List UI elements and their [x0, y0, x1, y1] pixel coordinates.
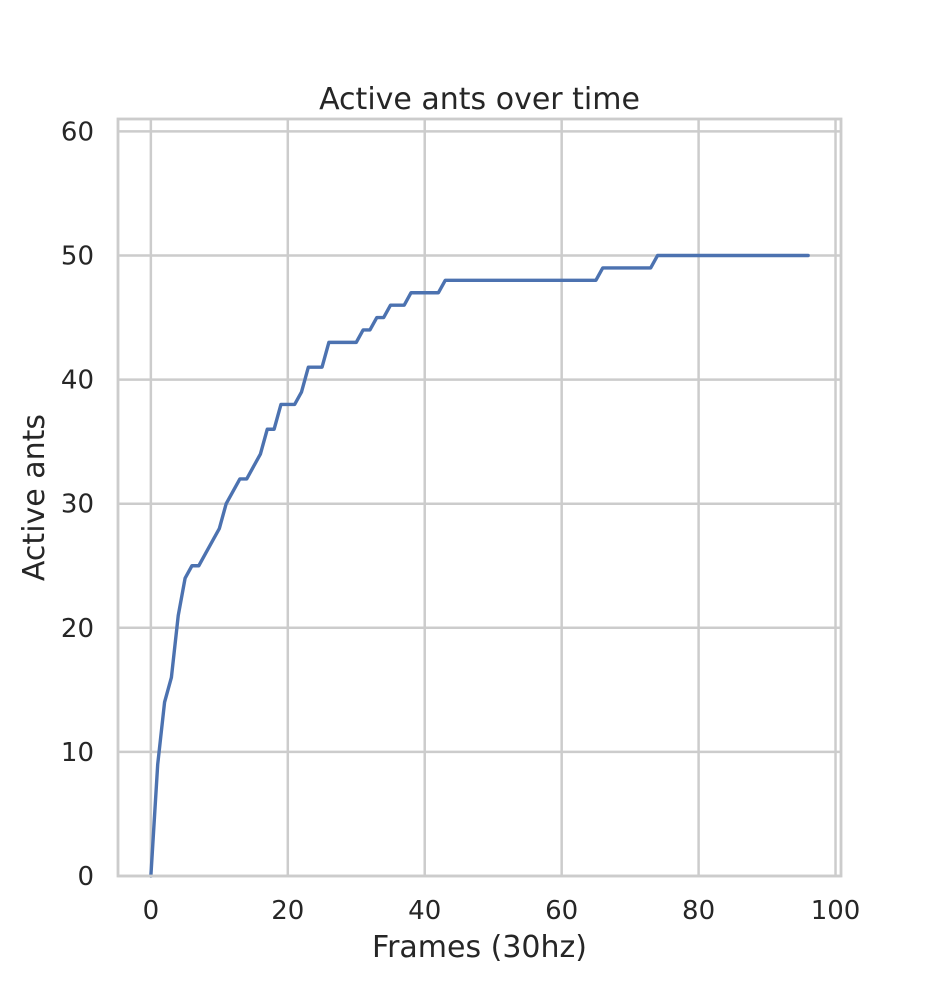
y-tick-label: 30 — [61, 490, 94, 520]
series-line — [149, 253, 810, 878]
x-tick-label: 60 — [545, 896, 578, 926]
y-tick-label: 20 — [61, 614, 94, 644]
x-tick-label: 20 — [271, 896, 304, 926]
chart-title: Active ants over time — [319, 82, 640, 117]
x-tick-label: 0 — [143, 896, 160, 926]
x-tick-label: 80 — [682, 896, 715, 926]
y-tick-label: 0 — [77, 862, 94, 892]
y-tick-label: 40 — [61, 366, 94, 396]
x-tick-label: 40 — [408, 896, 441, 926]
x-tick-label: 100 — [811, 896, 861, 926]
y-tick-label: 50 — [61, 242, 94, 272]
series-layer — [149, 253, 810, 878]
tick-labels: 0 20 40 60 80 100 0 10 20 30 40 50 60 — [61, 117, 860, 926]
plot-frame — [116, 117, 843, 878]
y-axis-label: Active ants — [17, 414, 52, 581]
grid — [118, 119, 841, 878]
y-tick-label: 10 — [61, 738, 94, 768]
x-axis-label: Frames (30hz) — [372, 930, 587, 965]
y-tick-label: 60 — [61, 117, 94, 147]
